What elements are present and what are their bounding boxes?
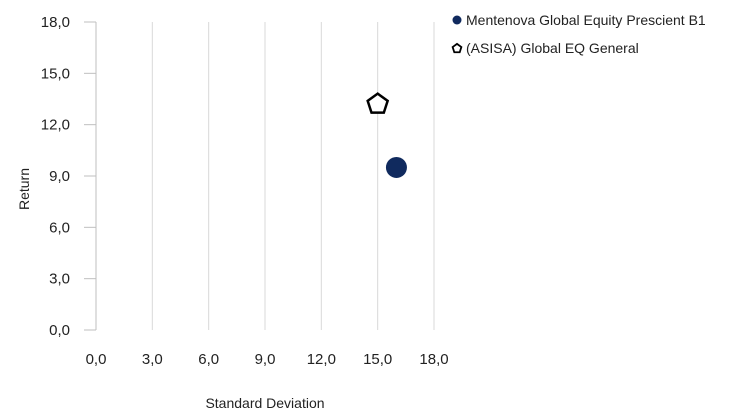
x-tick-label: 15,0 [363, 351, 392, 368]
y-tick-label: 15,0 [41, 65, 70, 82]
y-tick-label: 9,0 [49, 168, 70, 185]
y-tick-label: 12,0 [41, 117, 70, 134]
y-axis-label: Return [16, 168, 32, 210]
x-tick-label: 0,0 [86, 351, 107, 368]
legend-marker-pentagon [451, 42, 463, 54]
x-tick-label: 6,0 [198, 351, 219, 368]
tick-labels: 0,0 3,0 6,0 9,0 12,0 15,0 18,0 0,0 3,0 6,0 9,0 12,0… [41, 14, 449, 368]
legend-label: (ASISA) Global EQ General [466, 40, 639, 56]
legend-label: Mentenova Global Equity Prescient B1 [466, 12, 706, 28]
axes [84, 21, 97, 331]
x-tick-label: 12,0 [307, 351, 336, 368]
x-axis-label: Standard Deviation [205, 395, 324, 410]
y-tick-label: 3,0 [49, 271, 70, 288]
legend-marker-circle [452, 15, 462, 25]
legend: Mentenova Global Equity Prescient B1 (ASI… [451, 12, 706, 56]
x-tick-label: 9,0 [255, 351, 276, 368]
x-tick-label: 18,0 [419, 351, 448, 368]
data-point-circle [385, 156, 407, 178]
data-points [366, 92, 407, 178]
data-point-pentagon [366, 92, 390, 114]
y-tick-label: 18,0 [41, 14, 70, 31]
grid-lines [95, 22, 435, 330]
y-tick-label: 0,0 [49, 322, 70, 339]
x-tick-label: 3,0 [142, 351, 163, 368]
y-tick-label: 6,0 [49, 219, 70, 236]
